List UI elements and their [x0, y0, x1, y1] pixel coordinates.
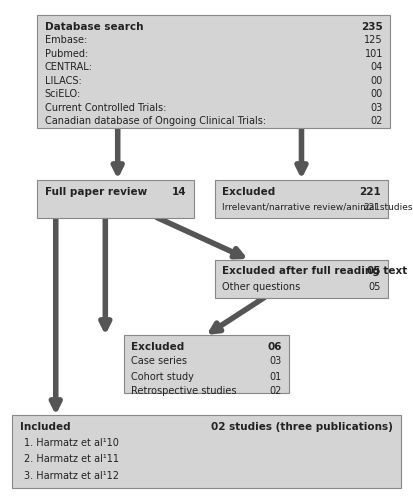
Text: 02 studies (three publications): 02 studies (three publications) [211, 422, 393, 432]
Text: 06: 06 [267, 342, 282, 351]
Text: 235: 235 [361, 22, 383, 32]
Text: 00: 00 [370, 89, 383, 99]
Text: Retrospective studies: Retrospective studies [131, 386, 237, 396]
Text: 04: 04 [370, 62, 383, 72]
Text: 03: 03 [370, 102, 383, 113]
Bar [37, 180, 194, 218]
Text: Full paper review: Full paper review [45, 186, 147, 196]
Text: 3. Harmatz et al¹12: 3. Harmatz et al¹12 [24, 471, 119, 481]
Bar [12, 415, 401, 488]
Text: Included: Included [20, 422, 71, 432]
Text: 00: 00 [370, 76, 383, 86]
Text: 01: 01 [269, 372, 282, 382]
Text: Embase:: Embase: [45, 35, 87, 45]
Text: Excluded: Excluded [131, 342, 185, 351]
Text: Other questions: Other questions [222, 282, 300, 292]
Text: SciELO:: SciELO: [45, 89, 81, 99]
Text: Excluded: Excluded [222, 186, 275, 196]
Text: Irrelevant/narrative review/animal studies: Irrelevant/narrative review/animal studi… [222, 202, 413, 211]
Text: 101: 101 [365, 48, 383, 58]
Text: LILACS:: LILACS: [45, 76, 81, 86]
Text: 05: 05 [366, 266, 381, 276]
Bar [124, 335, 289, 392]
Text: 1. Harmatz et al¹10: 1. Harmatz et al¹10 [24, 438, 119, 448]
Text: Cohort study: Cohort study [131, 372, 194, 382]
Text: 05: 05 [368, 282, 381, 292]
Text: Canadian database of Ongoing Clinical Trials:: Canadian database of Ongoing Clinical Tr… [45, 116, 266, 126]
Text: 03: 03 [269, 356, 282, 366]
Text: 14: 14 [172, 186, 187, 196]
Text: Pubmed:: Pubmed: [45, 48, 88, 58]
Text: 02: 02 [370, 116, 383, 126]
Text: Case series: Case series [131, 356, 188, 366]
Text: 2. Harmatz et al¹11: 2. Harmatz et al¹11 [24, 454, 119, 464]
Bar [215, 260, 388, 298]
Bar [37, 15, 390, 128]
Text: 125: 125 [364, 35, 383, 45]
Text: 02: 02 [269, 386, 282, 396]
Text: Excluded after full reading text: Excluded after full reading text [222, 266, 408, 276]
Text: Database search: Database search [45, 22, 143, 32]
Text: CENTRAL:: CENTRAL: [45, 62, 93, 72]
Text: 221: 221 [359, 186, 381, 196]
Bar [215, 180, 388, 218]
Text: Current Controlled Trials:: Current Controlled Trials: [45, 102, 166, 113]
Text: 221: 221 [364, 202, 381, 211]
